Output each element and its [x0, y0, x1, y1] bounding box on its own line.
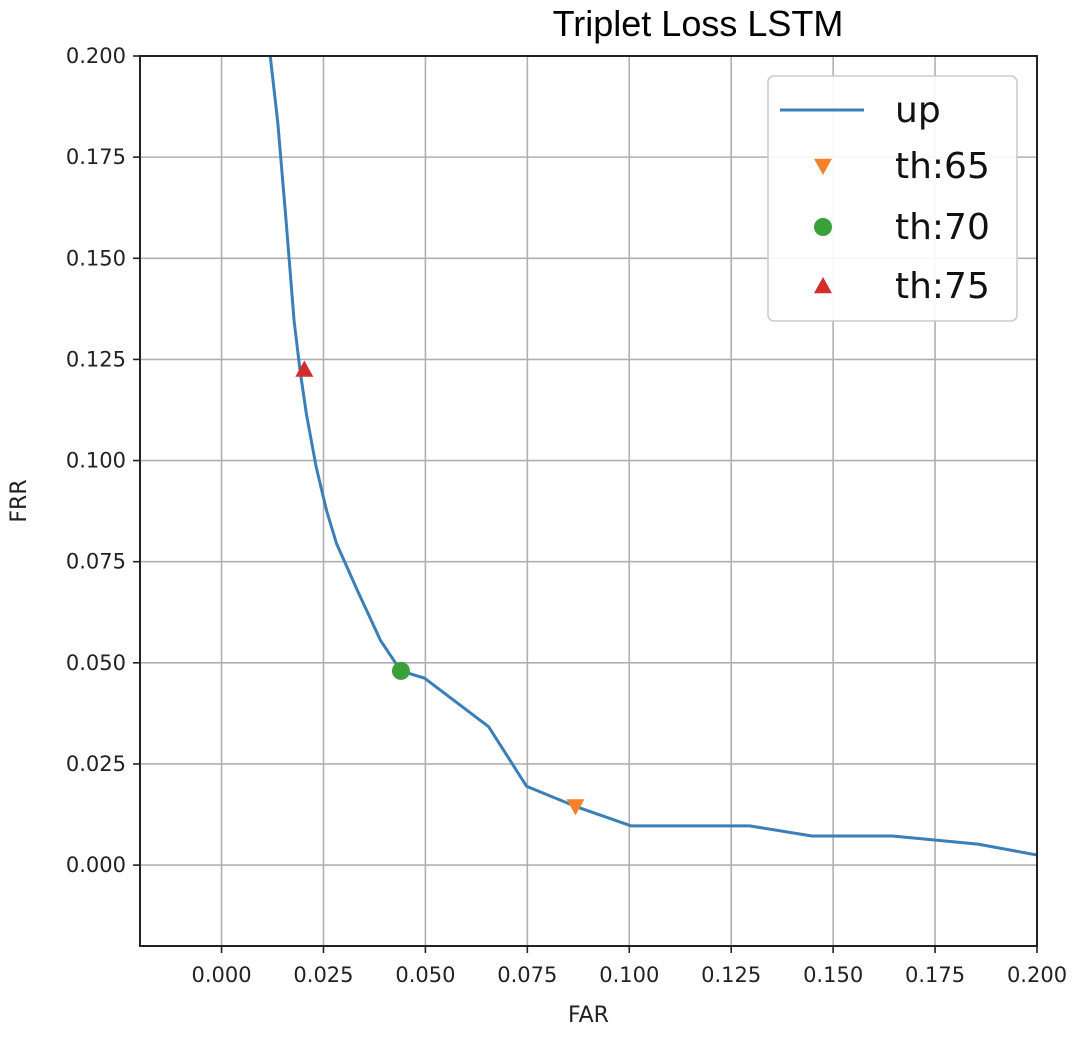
legend-marker-th-70	[814, 218, 832, 236]
x-tick-label: 0.175	[905, 963, 965, 987]
x-tick-label: 0.125	[701, 963, 761, 987]
y-tick-label: 0.200	[66, 44, 126, 68]
y-tick-label: 0.075	[66, 550, 126, 574]
legend-label-th-65: th:65	[895, 146, 990, 187]
x-tick-label: 0.075	[497, 963, 557, 987]
x-tick-label: 0.025	[293, 963, 353, 987]
legend-box	[767, 75, 1018, 322]
legend-label-up: up	[895, 90, 941, 131]
legend: up th:65 th:70 th:75	[767, 75, 1018, 322]
marker-th-70	[391, 661, 410, 680]
y-tick-label: 0.025	[66, 752, 126, 776]
x-tick-label: 0.200	[1007, 963, 1067, 987]
plot-frame	[139, 55, 1038, 947]
marker-th-65	[566, 799, 585, 816]
y-tick-label: 0.175	[66, 145, 126, 169]
threshold-markers	[295, 360, 585, 816]
y-tick-label: 0.000	[66, 853, 126, 877]
x-tick-label: 0.150	[803, 963, 863, 987]
series-line-up	[268, 56, 1037, 857]
legend-label-th-75: th:75	[895, 266, 990, 307]
legend-marker-th-65	[814, 158, 832, 175]
legend-marker-th-75	[814, 277, 832, 294]
x-axis-label: FAR	[568, 1003, 609, 1028]
y-tick-label: 0.125	[66, 347, 126, 371]
y-tick-label: 0.150	[66, 246, 126, 270]
y-tick-label: 0.050	[66, 651, 126, 675]
y-tick-label: 0.100	[66, 449, 126, 473]
x-tick-label: 0.050	[395, 963, 455, 987]
plot-area	[268, 56, 1037, 857]
x-tick-label: 0.100	[599, 963, 659, 987]
chart-title: Triplet Loss LSTM	[553, 3, 844, 44]
marker-th-75	[295, 360, 314, 377]
legend-label-th-70: th:70	[895, 207, 990, 248]
x-tick-label: 0.000	[191, 963, 251, 987]
y-axis-label: FRR	[7, 479, 32, 522]
axis-ticks: 0.000 0.025 0.050 0.075 0.100 0.125 0.150 0.175…	[66, 44, 1067, 987]
